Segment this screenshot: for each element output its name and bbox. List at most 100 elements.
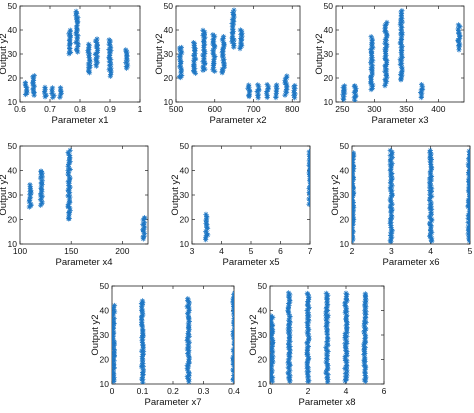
data-point-marker bbox=[427, 191, 433, 197]
y-tick-label: 10 bbox=[8, 97, 18, 107]
data-point-marker bbox=[287, 373, 293, 379]
data-point-marker bbox=[457, 32, 463, 39]
data-point-marker bbox=[192, 70, 198, 76]
data-point-marker bbox=[342, 370, 349, 376]
data-point-marker bbox=[306, 378, 312, 384]
data-point-marker bbox=[323, 369, 329, 375]
data-point-marker bbox=[388, 226, 395, 232]
data-point-marker bbox=[66, 214, 72, 220]
x-tick-label: 3 bbox=[190, 246, 195, 256]
data-point-marker bbox=[343, 290, 349, 296]
data-point-marker bbox=[304, 329, 310, 335]
data-point-marker bbox=[112, 335, 116, 341]
data-point-marker bbox=[112, 350, 117, 356]
data-point-marker bbox=[324, 334, 331, 340]
data-point-marker bbox=[112, 375, 116, 381]
data-point-marker bbox=[140, 360, 146, 367]
data-point-marker bbox=[427, 215, 434, 221]
x-tick-label: 600 bbox=[208, 104, 222, 114]
data-point-marker bbox=[231, 292, 234, 298]
data-point-marker bbox=[270, 347, 274, 353]
data-point-marker bbox=[466, 151, 470, 158]
data-point-marker bbox=[31, 73, 37, 79]
x-tick-label: 7 bbox=[308, 246, 313, 256]
data-point-marker bbox=[204, 230, 210, 236]
data-point-marker bbox=[141, 225, 148, 231]
data-point-marker bbox=[399, 60, 405, 66]
data-point-marker bbox=[384, 19, 390, 26]
data-point-marker bbox=[388, 236, 394, 242]
x-tick-label: 4 bbox=[428, 246, 433, 256]
y-tick-label: 50 bbox=[340, 141, 350, 151]
y-axis-label: Output y2 bbox=[170, 174, 181, 215]
data-point-marker bbox=[86, 43, 92, 49]
data-point-marker bbox=[86, 45, 92, 51]
data-point-marker bbox=[428, 237, 434, 243]
data-point-marker bbox=[465, 161, 470, 167]
data-point-marker bbox=[370, 82, 376, 88]
data-point-marker bbox=[387, 232, 394, 239]
data-point-marker bbox=[106, 41, 112, 47]
data-point-marker bbox=[399, 25, 405, 31]
data-point-marker bbox=[352, 150, 357, 156]
data-point-marker bbox=[192, 65, 198, 71]
data-point-marker bbox=[270, 319, 274, 325]
data-point-marker bbox=[66, 160, 73, 166]
data-point-marker bbox=[203, 234, 209, 240]
data-point-marker bbox=[352, 201, 355, 207]
data-point-marker bbox=[382, 81, 389, 87]
x-axis-label: Parameter x1 bbox=[51, 115, 108, 126]
y-tick-label: 20 bbox=[340, 215, 350, 225]
data-point-marker bbox=[238, 35, 244, 42]
data-point-marker bbox=[286, 359, 292, 365]
panel-2: 500 600 700 800 10 20 30 40 50 Parameter x2 Output… bbox=[154, 1, 301, 126]
x-tick-label: 0.6 bbox=[14, 104, 26, 114]
data-point-marker bbox=[65, 187, 71, 193]
x-tick-label: 400 bbox=[431, 104, 445, 114]
data-point-marker bbox=[427, 230, 434, 236]
data-point-marker bbox=[426, 180, 433, 186]
data-point-marker bbox=[368, 60, 374, 66]
data-point-marker bbox=[399, 30, 405, 36]
data-point-marker bbox=[382, 76, 388, 83]
data-point-marker bbox=[341, 83, 348, 89]
data-point-marker bbox=[324, 307, 331, 314]
data-point-marker bbox=[419, 84, 426, 90]
panel-5: 3 4 5 6 7 10 20 30 40 50 Parameter x5 Output y2 bbox=[170, 141, 313, 268]
data-point-marker bbox=[324, 365, 331, 371]
data-point-marker bbox=[456, 40, 462, 46]
y-tick-label: 30 bbox=[8, 49, 18, 59]
data-point-marker bbox=[66, 215, 72, 222]
data-point-marker bbox=[202, 41, 208, 47]
data-point-marker bbox=[427, 147, 433, 154]
data-point-marker bbox=[230, 28, 236, 35]
y-tick-label: 50 bbox=[164, 1, 174, 11]
data-point-marker bbox=[382, 27, 389, 34]
data-point-marker bbox=[304, 290, 310, 297]
data-point-marker bbox=[323, 290, 329, 296]
data-point-marker bbox=[67, 27, 73, 33]
data-point-marker bbox=[94, 36, 100, 42]
data-point-marker bbox=[352, 229, 356, 235]
data-point-marker bbox=[139, 311, 146, 317]
data-point-marker bbox=[398, 76, 404, 82]
data-points bbox=[270, 290, 369, 384]
y-tick-label: 20 bbox=[180, 215, 190, 225]
data-point-marker bbox=[388, 219, 394, 226]
x-axis-label: Parameter x2 bbox=[209, 115, 266, 126]
data-point-marker bbox=[270, 362, 275, 368]
data-points bbox=[22, 8, 131, 100]
data-point-marker bbox=[284, 73, 290, 79]
x-tick-label: 800 bbox=[285, 104, 299, 114]
data-point-marker bbox=[429, 193, 435, 199]
data-point-marker bbox=[398, 74, 405, 80]
data-point-marker bbox=[324, 374, 331, 381]
data-point-marker bbox=[112, 328, 116, 334]
data-point-marker bbox=[112, 339, 117, 345]
data-point-marker bbox=[352, 97, 358, 102]
data-point-marker bbox=[389, 183, 395, 189]
data-point-marker bbox=[210, 67, 216, 73]
data-point-marker bbox=[343, 293, 349, 299]
data-point-marker bbox=[92, 38, 99, 44]
data-point-marker bbox=[323, 359, 329, 365]
